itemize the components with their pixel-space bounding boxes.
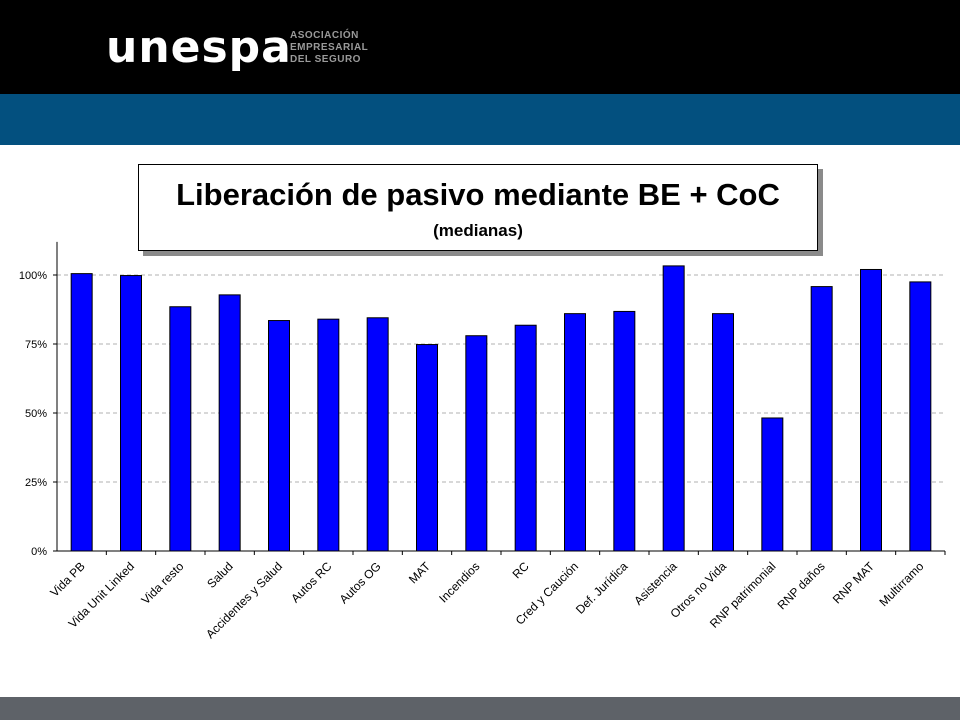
- y-tick-label: 100%: [19, 270, 47, 282]
- bar: [317, 318, 340, 552]
- bar: [613, 310, 636, 552]
- bar: [120, 275, 142, 552]
- bar: [416, 344, 438, 552]
- chart-title: Liberación de pasivo mediante BE + CoC: [176, 177, 780, 212]
- y-tick-label: 75%: [25, 339, 47, 351]
- bar: [218, 294, 241, 552]
- bar: [712, 313, 734, 552]
- bar: [810, 286, 833, 552]
- bar: [514, 324, 537, 552]
- x-category-label: Autos RC: [288, 559, 334, 605]
- y-tick-label: 0%: [31, 546, 47, 558]
- header-bar: unespa ASOCIACIÓN EMPRESARIAL DEL SEGURO: [0, 0, 960, 94]
- chart-title-box: Liberación de pasivo mediante BE + CoC (…: [138, 164, 818, 251]
- y-tick-label: 25%: [25, 477, 47, 489]
- bar: [662, 265, 685, 552]
- x-category-label: Incendios: [436, 559, 482, 605]
- logo-wordmark: unespa: [106, 22, 292, 73]
- x-category-label: Vida resto: [139, 559, 187, 607]
- x-category-label: RNP MAT: [830, 559, 878, 607]
- x-category-label: Asistencia: [631, 559, 680, 608]
- bar: [465, 335, 488, 552]
- x-category-label: Autos OG: [337, 559, 384, 606]
- x-category-label: Def. Jurídica: [573, 559, 631, 617]
- x-category-label: Salud: [204, 559, 236, 591]
- x-category-label: Vida PB: [47, 559, 87, 599]
- bar: [761, 417, 784, 552]
- x-category-label: RC: [510, 559, 532, 581]
- bar: [268, 320, 290, 552]
- bar: [169, 306, 192, 552]
- bar: [564, 313, 586, 552]
- bar: [860, 268, 882, 552]
- logo-subtitle-line-1: ASOCIACIÓN: [290, 30, 359, 41]
- x-category-label: Multirramo: [876, 559, 926, 609]
- logo-subtitle: ASOCIACIÓN EMPRESARIAL DEL SEGURO: [290, 30, 368, 66]
- footer-bar: [0, 697, 960, 720]
- logo-subtitle-line-3: DEL SEGURO: [290, 54, 361, 65]
- accent-band: [0, 94, 960, 145]
- bar: [366, 317, 389, 552]
- bar: [909, 281, 932, 552]
- x-category-label: RNP daños: [775, 559, 828, 612]
- x-category-label: MAT: [406, 559, 434, 587]
- bar: [70, 273, 93, 552]
- chart-subtitle: (medianas): [433, 221, 523, 240]
- y-tick-label: 50%: [25, 408, 47, 420]
- logo-subtitle-line-2: EMPRESARIAL: [290, 42, 369, 53]
